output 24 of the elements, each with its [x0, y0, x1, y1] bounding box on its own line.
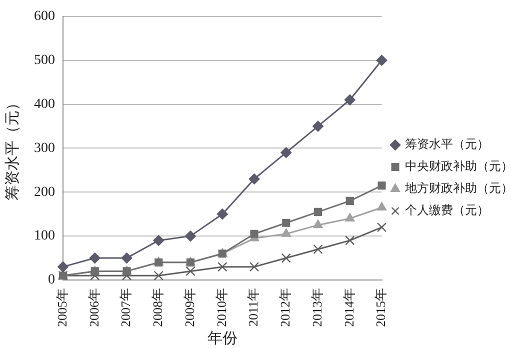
legend-label: 中央财政补助（元） [404, 159, 511, 174]
x-tick-label: 2010年 [214, 288, 229, 327]
x-tick-label: 2015年 [373, 288, 388, 327]
y-tick-label: 500 [34, 53, 55, 68]
legend-label: 个人缴费（元） [404, 203, 489, 218]
x-tick-label: 2005年 [54, 288, 70, 327]
y-tick-label: 0 [48, 272, 55, 288]
x-tick-label: 2009年 [182, 288, 197, 327]
x-tick-label: 2013年 [309, 288, 324, 327]
legend-label: 地方财政补助（元） [404, 181, 511, 196]
y-axis-title: 筹资水平（元） [4, 96, 21, 201]
x-tick-label: 2007年 [118, 288, 134, 327]
y-tick-label: 100 [34, 228, 55, 244]
x-tick-label: 2008年 [150, 288, 166, 327]
x-tick-label: 2006年 [86, 288, 102, 327]
y-tick-label: 300 [34, 140, 55, 156]
x-tick-label: 2012年 [278, 288, 293, 327]
y-tick-label: 600 [34, 9, 55, 24]
x-axis-title: 年份 [207, 330, 238, 347]
y-tick-label: 400 [34, 96, 55, 112]
y-tick-label: 200 [34, 184, 55, 200]
x-tick-label: 2011年 [246, 288, 261, 327]
x-tick-label: 2014年 [341, 288, 356, 327]
legend-label: 筹资水平（元） [404, 137, 489, 152]
